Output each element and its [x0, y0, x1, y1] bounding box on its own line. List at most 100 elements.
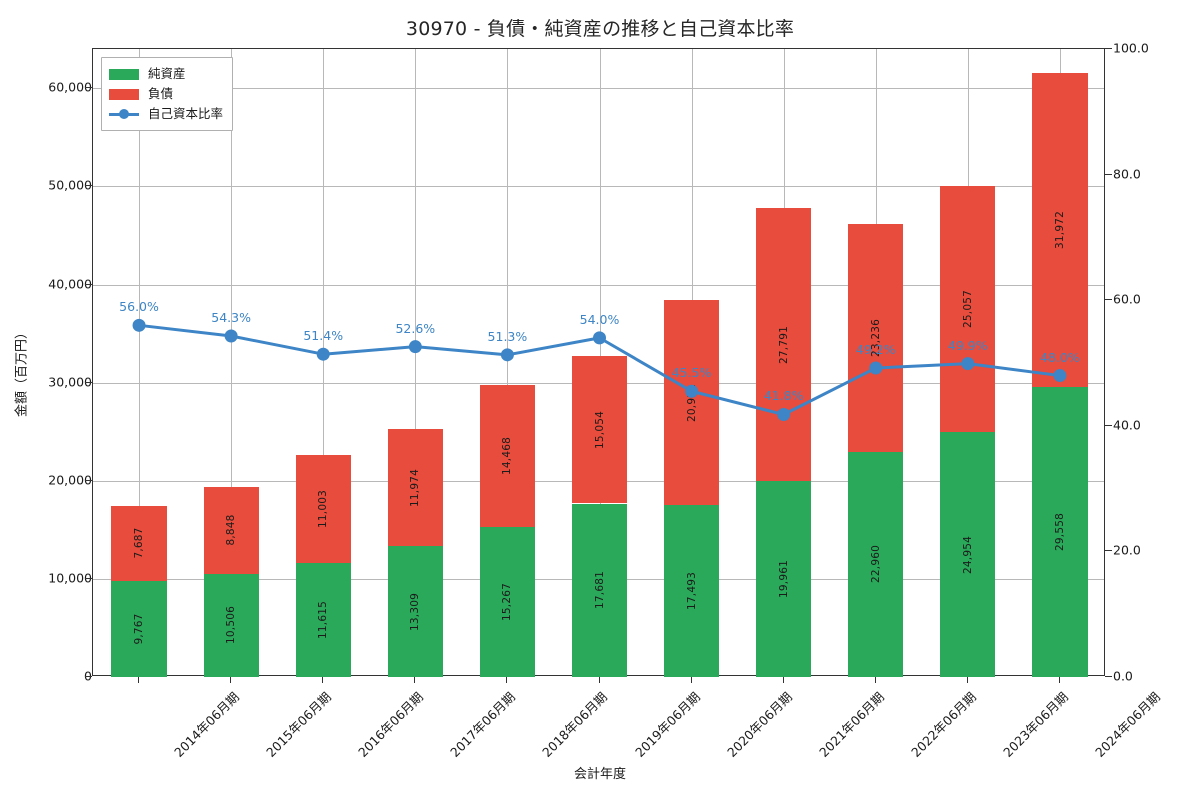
equity-ratio-value-label: 51.4% — [303, 328, 344, 344]
x-axis-tick-mark — [1058, 676, 1060, 683]
x-axis-tick-mark — [322, 676, 324, 683]
equity-ratio-value-label: 56.0% — [119, 299, 159, 315]
legend-label-equity-ratio: 自己資本比率 — [148, 105, 224, 121]
legend-label-liabilities: 負債 — [148, 85, 174, 101]
line-data-point[interactable] — [224, 329, 238, 343]
y-axis-right-tick-label: 20.0 — [1113, 542, 1141, 558]
equity-ratio-value-label: 51.3% — [487, 328, 528, 344]
legend-swatch-net-assets — [109, 68, 139, 80]
y-axis-left-tick-mark — [85, 283, 92, 285]
bar-segment-liabilities[interactable] — [663, 300, 720, 506]
bar-segment-liabilities[interactable] — [111, 505, 167, 582]
bar-segment-liabilities[interactable] — [295, 455, 351, 563]
equity-ratio-value-label: 45.5% — [671, 365, 712, 381]
bar-segment-liabilities[interactable] — [756, 208, 812, 482]
equity-ratio-value-label: 48.0% — [1040, 349, 1080, 365]
chart-legend[interactable]: 純資産 負債 自己資本比率 — [101, 57, 234, 131]
gridline-vertical — [231, 49, 233, 675]
bar-segment-net-assets[interactable] — [203, 573, 259, 677]
y-axis-left-tick-label: 60,000 — [48, 79, 92, 95]
line-data-point[interactable] — [316, 347, 330, 361]
x-axis-tick-label: 2021年06月期 — [815, 689, 887, 760]
gridline-horizontal — [93, 88, 1104, 90]
line-data-point[interactable] — [685, 384, 699, 398]
equity-ratio-value-label: 54.0% — [579, 311, 620, 327]
bar-segment-liabilities[interactable] — [571, 355, 628, 504]
bar-segment-net-assets[interactable] — [663, 505, 720, 677]
y-axis-right-tick-label: 80.0 — [1113, 166, 1141, 182]
y-axis-right-tick-mark — [1105, 48, 1112, 49]
gridline-vertical — [323, 49, 325, 675]
x-axis-tick-label: 2024年06月期 — [1092, 689, 1163, 760]
legend-item-equity-ratio[interactable]: 自己資本比率 — [109, 104, 223, 124]
x-axis-tick-mark — [690, 676, 692, 683]
legend-label-net-assets: 純資産 — [148, 65, 186, 81]
x-axis-tick-label: 2016年06月期 — [355, 689, 427, 760]
bar-segment-liabilities[interactable] — [848, 223, 904, 452]
line-data-point[interactable] — [132, 318, 146, 332]
x-axis-tick-mark — [966, 676, 968, 683]
bar-segment-net-assets[interactable] — [940, 432, 996, 677]
bar-segment-net-assets[interactable] — [571, 503, 628, 677]
y-axis-left-tick-label: 10,000 — [48, 570, 92, 586]
y-axis-right-tick-label: 0.0 — [1113, 668, 1133, 684]
y-axis-left-label: 金額（百万円） — [14, 326, 30, 418]
x-axis-tick-label: 2014年06月期 — [171, 689, 242, 760]
bar-segment-net-assets[interactable] — [848, 451, 904, 677]
y-axis-right-tick-label: 100.0 — [1113, 40, 1149, 56]
y-axis-left-tick-mark — [85, 381, 92, 383]
plot-area: 9,767 7,687 10,506 8,848 11,615 11,003 13,309 1… — [92, 48, 1105, 677]
y-axis-left-tick-mark — [85, 676, 92, 677]
legend-item-net-assets[interactable]: 純資産 — [109, 64, 223, 84]
y-axis-left-tick-mark — [85, 577, 92, 579]
bar-segment-net-assets[interactable] — [387, 546, 443, 677]
line-data-point[interactable] — [500, 348, 514, 362]
x-axis-tick-mark — [414, 676, 416, 683]
line-data-point[interactable] — [593, 331, 606, 345]
y-axis-right-tick-label: 40.0 — [1113, 417, 1141, 433]
line-data-point[interactable] — [1053, 369, 1067, 383]
line-data-point[interactable] — [961, 357, 975, 371]
line-data-point[interactable] — [408, 340, 422, 354]
bar-segment-net-assets[interactable] — [1032, 386, 1088, 677]
legend-item-liabilities[interactable]: 負債 — [109, 84, 223, 104]
equity-ratio-value-label: 52.6% — [395, 320, 436, 336]
y-axis-right-tick-mark — [1105, 299, 1112, 301]
bar-segment-net-assets[interactable] — [756, 481, 812, 677]
y-axis-right-tick-mark — [1105, 550, 1112, 552]
bar-segment-net-assets[interactable] — [295, 563, 351, 677]
equity-ratio-value-label: 49.9% — [948, 337, 988, 353]
gridline-vertical — [507, 49, 509, 675]
legend-swatch-equity-ratio — [109, 109, 139, 120]
x-axis-tick-label: 2023年06月期 — [999, 689, 1071, 760]
y-axis-left-tick-label: 30,000 — [48, 374, 92, 390]
legend-swatch-liabilities — [109, 88, 139, 100]
bar-segment-liabilities[interactable] — [479, 385, 536, 528]
bar-segment-net-assets[interactable] — [111, 581, 167, 677]
bar-segment-liabilities[interactable] — [203, 487, 259, 574]
equity-ratio-value-label: 49.2% — [855, 342, 896, 358]
x-axis-tick-mark — [874, 676, 876, 683]
equity-ratio-value-label: 54.3% — [211, 309, 251, 325]
x-axis-tick-label: 2015年06月期 — [263, 689, 335, 760]
y-axis-left-tick-label: 20,000 — [48, 472, 92, 488]
x-axis-tick-label: 2018年06月期 — [539, 689, 611, 760]
gridline-vertical — [415, 49, 417, 675]
line-data-point[interactable] — [777, 408, 791, 421]
gridline-vertical — [139, 49, 141, 675]
chart-title: 30970 - 負債・純資産の推移と自己資本比率 — [405, 18, 795, 40]
y-axis-left-tick-mark — [85, 185, 92, 187]
line-data-point[interactable] — [869, 361, 883, 375]
equity-ratio-value-label: 41.8% — [763, 388, 804, 404]
y-axis-right-tick-label: 60.0 — [1113, 291, 1141, 307]
bar-segment-liabilities[interactable] — [387, 428, 443, 547]
bar-segment-liabilities[interactable] — [940, 186, 996, 433]
y-axis-right-tick-mark — [1105, 676, 1112, 677]
x-axis-tick-label: 2017年06月期 — [447, 689, 519, 760]
bar-segment-liabilities[interactable] — [1032, 73, 1088, 387]
y-axis-left-tick-label: 40,000 — [48, 276, 92, 291]
x-axis-tick-label: 2019年06月期 — [631, 689, 703, 760]
bar-segment-net-assets[interactable] — [479, 527, 536, 677]
x-axis-tick-mark — [506, 676, 508, 683]
